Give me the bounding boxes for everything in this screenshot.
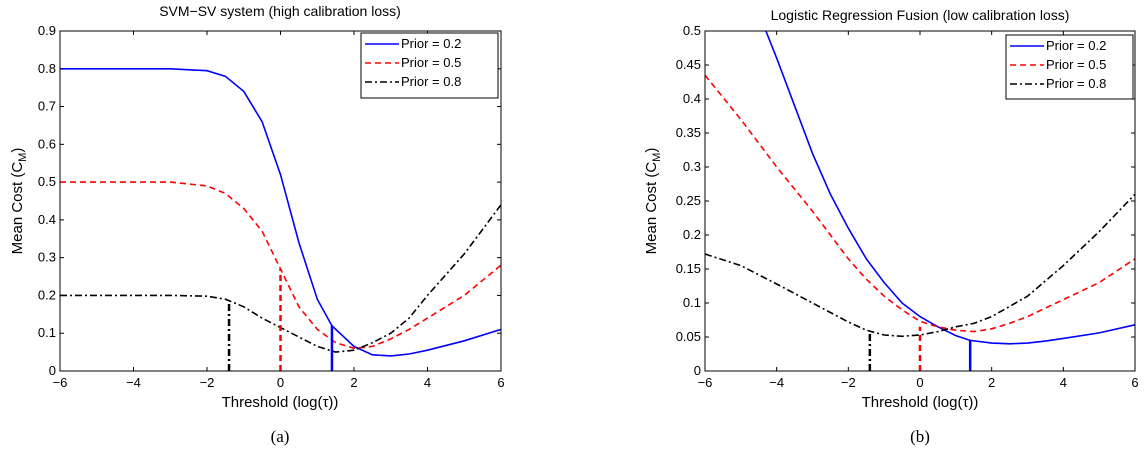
y-tick-label: 0.7 [38, 99, 56, 114]
x-tick-label: 0 [277, 375, 284, 390]
y-tick-label: 0.2 [683, 227, 701, 242]
x-tick-label: −2 [200, 375, 215, 390]
legend-label: Prior = 0.5 [1046, 57, 1106, 72]
series-line [60, 181, 501, 350]
y-axis-label: Mean Cost (CM) [9, 148, 29, 255]
x-axis-label: Threshold (log(τ)) [862, 394, 979, 411]
legend-label: Prior = 0.8 [401, 74, 461, 89]
y-tick-label: 0.3 [683, 159, 701, 174]
y-tick-label: 0.05 [676, 329, 701, 344]
y-tick-label: 0.1 [683, 295, 701, 310]
x-tick-label: 4 [1060, 375, 1067, 390]
series-group [60, 68, 501, 357]
legend: Prior = 0.2 Prior = 0.5 Prior = 0.8 [360, 32, 499, 99]
x-tick-label: −4 [126, 375, 141, 390]
series-group [705, 31, 1135, 345]
y-tick-label: 0.25 [676, 193, 701, 208]
y-tick-label: 0.1 [38, 325, 56, 340]
x-axis-ticks: −6 −4 −2 0 2 4 6 [53, 31, 505, 390]
x-tick-label: 0 [916, 375, 923, 390]
chart-panel-b: Logistic Regression Fusion (low calibrat… [643, 7, 1139, 446]
y-axis-label: Mean Cost (CM) [643, 148, 663, 255]
threshold-markers [227, 269, 334, 371]
y-tick-label: 0.4 [38, 212, 56, 227]
x-tick-label: 6 [1131, 375, 1138, 390]
y-tick-label: 0.5 [38, 174, 56, 189]
x-tick-label: 6 [497, 375, 504, 390]
x-tick-label: −6 [53, 375, 68, 390]
y-tick-label: 0.6 [38, 136, 56, 151]
y-tick-label: 0.35 [676, 125, 701, 140]
series-line [60, 68, 501, 357]
figure-caption: (a) [271, 427, 290, 446]
y-tick-label: 0 [49, 363, 56, 378]
plot-frame [704, 30, 1136, 372]
x-tick-label: 2 [350, 375, 357, 390]
y-tick-label: 0.9 [38, 23, 56, 38]
series-line [60, 204, 501, 353]
y-tick-label: 0.5 [683, 23, 701, 38]
y-tick-label: 0.3 [38, 250, 56, 265]
x-tick-label: −6 [698, 375, 713, 390]
y-axis-ticks: 0 0.1 0.2 0.3 0.4 0.5 0.6 0.7 0.8 0.9 [38, 23, 501, 378]
x-axis-ticks: −6 −4 −2 0 2 4 6 [698, 31, 1139, 390]
threshold-markers [868, 326, 972, 371]
legend-label: Prior = 0.5 [401, 55, 461, 70]
legend-label: Prior = 0.8 [1046, 76, 1106, 91]
chart-panel-a: SVM−SV system (high calibration loss) −6… [9, 3, 505, 446]
legend: Prior = 0.2 Prior = 0.5 Prior = 0.8 [1005, 34, 1134, 100]
x-tick-label: 2 [988, 375, 995, 390]
x-axis-label: Threshold (log(τ)) [222, 394, 339, 411]
y-tick-label: 0.2 [38, 287, 56, 302]
x-tick-label: −2 [841, 375, 856, 390]
y-tick-label: 0.8 [38, 61, 56, 76]
x-tick-label: 4 [424, 375, 431, 390]
y-tick-label: 0 [694, 363, 701, 378]
y-tick-label: 0.15 [676, 261, 701, 276]
plot-frame [59, 30, 502, 372]
y-tick-label: 0.4 [683, 91, 701, 106]
series-line [765, 31, 1135, 345]
x-tick-label: −4 [769, 375, 784, 390]
chart-title: SVM−SV system (high calibration loss) [159, 3, 401, 19]
chart-title: Logistic Regression Fusion (low calibrat… [771, 7, 1070, 23]
y-tick-label: 0.45 [676, 57, 701, 72]
legend-label: Prior = 0.2 [1046, 38, 1106, 53]
series-line [705, 193, 1135, 338]
series-line [705, 74, 1135, 333]
legend-label: Prior = 0.2 [401, 36, 461, 51]
figure-caption: (b) [910, 427, 930, 446]
